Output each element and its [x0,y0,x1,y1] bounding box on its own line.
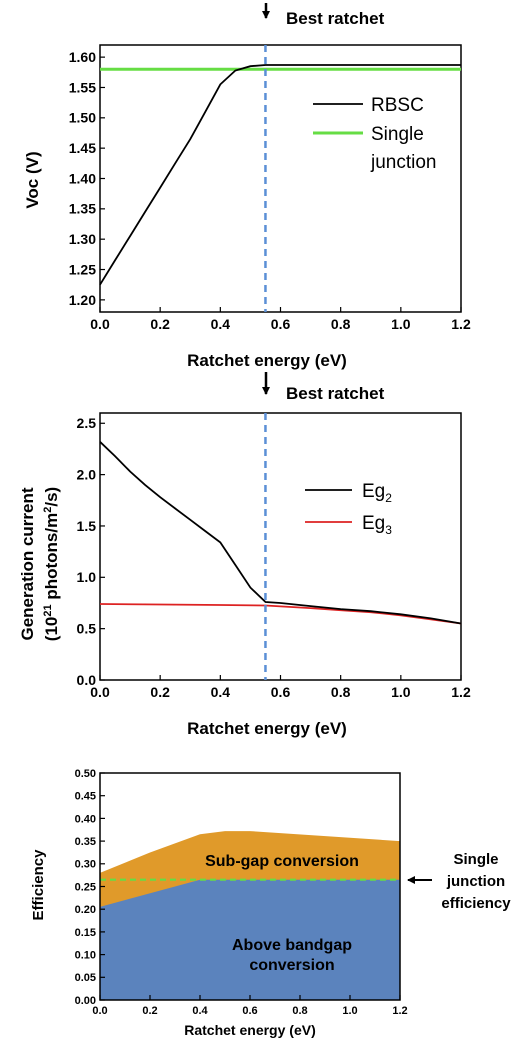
legend-eg2-label: Eg2 [362,481,392,505]
voc-x-tick-label: 0.8 [331,316,351,332]
voc-x-axis-label: Ratchet energy (eV) [187,351,347,370]
best-ratchet-label: Best ratchet [286,9,385,28]
generation-plot-frame [99,412,462,681]
generation-y-tick-label: 1.5 [77,518,97,534]
voc-x-tick-label: 0.0 [90,316,110,332]
efficiency-x-tick-label: 0.8 [292,1005,307,1017]
efficiency-y-tick-label: 0.15 [75,927,96,939]
generation-x-axis-label: Ratchet energy (eV) [187,719,347,738]
legend-junction-label: junction [370,152,437,173]
efficiency-x-tick-label: 0.2 [142,1005,157,1017]
generation-x-tick-label: 0.8 [331,684,351,700]
efficiency-y-tick-label: 0.45 [75,791,96,803]
voc-y-tick-label: 1.20 [69,292,96,308]
voc-x-tick-label: 0.6 [271,316,291,332]
generation-y-tick-label: 0.0 [77,672,97,688]
efficiency-x-tick-label: 1.2 [392,1005,407,1017]
efficiency-x-tick-label: 1.0 [342,1005,357,1017]
single-efficiency-label-line2: junction [446,873,505,890]
voc-y-tick-label: 1.30 [69,231,96,247]
voc-y-tick-label: 1.40 [69,170,96,186]
efficiency-axes: 0.0 0.2 0.4 0.6 0.8 1.0 1.2 0.00 0.05 0.10 0.15 0.2… [75,768,408,1017]
voc-x-tick-label: 1.2 [451,316,471,332]
voc-plot-frame [99,44,462,313]
rbsc-line [99,64,461,286]
generation-x-tick-label: 0.0 [90,684,110,700]
generation-x-tick-label: 0.2 [150,684,170,700]
voc-x-tick-label: 0.2 [150,316,170,332]
voc-x-tick-label: 1.0 [391,316,411,332]
above-bandgap-label-line2: conversion [249,957,334,974]
best-ratchet-label-2: Best ratchet [286,384,385,403]
efficiency-y-tick-label: 0.50 [75,768,96,780]
voc-y-tick-label: 1.55 [69,79,96,95]
voc-panel: Best ratchet 0.0 0.2 0.4 0.6 0.8 1.0 1.2 1.20 1.… [23,3,471,370]
legend-eg3-label: Eg3 [362,513,392,537]
eg3-line [99,603,462,625]
generation-y-tick-label: 2.0 [77,467,97,483]
voc-series [99,45,461,312]
efficiency-y-tick-label: 0.35 [75,836,96,848]
efficiency-x-tick-label: 0.0 [92,1005,107,1017]
above-bandgap-area [100,879,400,1000]
generation-y-tick-label: 1.0 [77,569,97,585]
efficiency-y-axis-label: Efficiency [30,849,47,921]
voc-y-tick-label: 1.35 [69,201,96,217]
generation-x-tick-label: 1.2 [451,684,471,700]
generation-x-tick-label: 1.0 [391,684,411,700]
efficiency-y-tick-label: 0.20 [75,904,96,916]
voc-y-tick-label: 1.25 [69,261,96,277]
legend-rbsc-label: RBSC [371,95,424,116]
voc-y-tick-label: 1.60 [69,49,96,65]
voc-y-axis-label: Voc (V) [23,151,42,208]
eg2-line [99,441,462,625]
subgap-label: Sub-gap conversion [205,853,359,870]
generation-x-tick-label: 0.6 [271,684,291,700]
efficiency-y-tick-label: 0.25 [75,881,96,893]
generation-y-tick-label: 0.5 [77,621,97,637]
voc-y-tick-label: 1.45 [69,140,96,156]
voc-y-tick-label: 1.50 [69,110,96,126]
single-efficiency-label-line3: efficiency [441,895,511,912]
generation-series [99,413,462,680]
efficiency-y-tick-label: 0.05 [75,972,96,984]
generation-axes: 0.0 0.2 0.4 0.6 0.8 1.0 1.2 0.0 0.5 1.0 1.5 2.0 2.5 [77,412,471,700]
efficiency-areas [100,831,400,1000]
efficiency-y-tick-label: 0.10 [75,949,96,961]
above-bandgap-label-line1: Above bandgap [232,937,352,954]
voc-axes: 0.0 0.2 0.4 0.6 0.8 1.0 1.2 1.20 1.25 1.30 1.35 1.4… [69,44,471,332]
efficiency-y-tick-label: 0.30 [75,859,96,871]
generation-y-axis-label-line1: Generation current [18,487,37,640]
efficiency-panel: 0.0 0.2 0.4 0.6 0.8 1.0 1.2 0.00 0.05 0.10 0.15 0.2… [30,768,511,1038]
efficiency-y-tick-label: 0.00 [75,995,96,1007]
efficiency-x-tick-label: 0.4 [192,1005,208,1017]
single-efficiency-label-line1: Single [453,851,498,868]
legend-single-label: Single [371,124,424,145]
efficiency-y-tick-label: 0.40 [75,813,96,825]
voc-x-tick-label: 0.4 [211,316,231,332]
generation-y-tick-label: 2.5 [77,415,97,431]
generation-panel: Best ratchet 0.0 0.2 0.4 0.6 0.8 1.0 1.2 0.0 0.5… [18,372,471,738]
efficiency-x-axis-label: Ratchet energy (eV) [184,1022,315,1038]
efficiency-x-tick-label: 0.6 [242,1005,257,1017]
generation-y-axis-label-line2: (1021 photons/m2/s) [42,487,61,641]
generation-x-tick-label: 0.4 [211,684,231,700]
